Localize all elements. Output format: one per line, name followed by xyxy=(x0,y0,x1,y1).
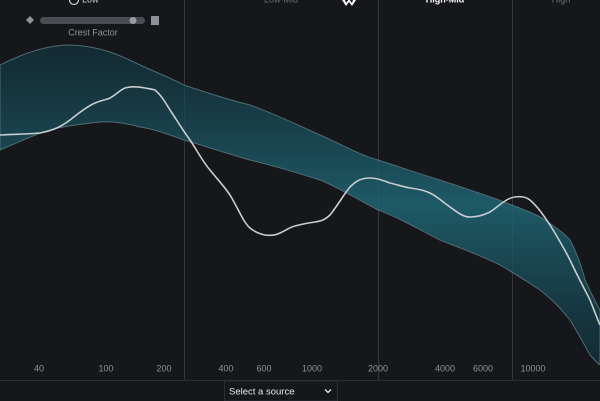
logo xyxy=(342,0,356,6)
frequency-label: 1000 xyxy=(302,363,322,373)
frequency-label: 10000 xyxy=(520,363,545,373)
band-label: Low xyxy=(82,0,99,4)
frequency-labels: 40 100 200 400 600 1000 2000 4000 6000 10000 xyxy=(34,363,546,373)
dropdown-label[interactable]: Select a source xyxy=(229,387,294,398)
dropdown-chevron[interactable] xyxy=(324,389,332,394)
slider-track[interactable] xyxy=(40,17,145,24)
spectrum-curve xyxy=(0,86,600,326)
frequency-label: 200 xyxy=(156,363,171,373)
slider-max-icon[interactable] xyxy=(151,16,159,25)
frequency-label: 100 xyxy=(98,363,113,373)
band-label: Low-Mid xyxy=(264,0,298,4)
band-labels: Low Low-Mid High-Mid High xyxy=(82,0,570,4)
band-solo-icon[interactable] xyxy=(68,0,80,6)
source-dropdown[interactable]: Select a source xyxy=(224,380,338,401)
band-label: High xyxy=(552,0,571,4)
crest-factor-label: Crest Factor xyxy=(68,27,118,37)
band-label: High-Mid xyxy=(426,0,465,4)
frequency-label: 40 xyxy=(34,363,44,373)
frequency-label: 600 xyxy=(256,363,271,373)
frequency-label: 2000 xyxy=(368,363,388,373)
target-range xyxy=(0,44,600,366)
dropdown-box[interactable] xyxy=(224,380,338,401)
frequency-label: 6000 xyxy=(473,363,493,373)
slider-knob[interactable] xyxy=(129,17,137,24)
frequency-label: 4000 xyxy=(435,363,455,373)
slider-min-icon[interactable] xyxy=(26,16,34,24)
frequency-label: 400 xyxy=(218,363,233,373)
